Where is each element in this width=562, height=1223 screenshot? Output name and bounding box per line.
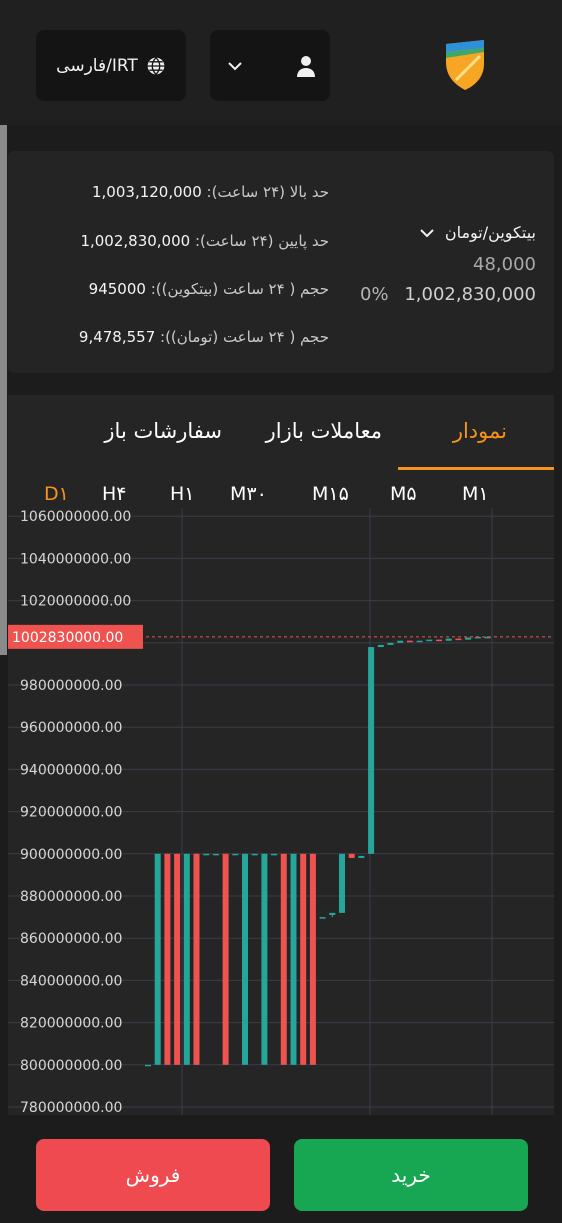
y-tick-label: 860000000.00 [20,931,122,947]
candle-body [300,853,307,1065]
candle-body [436,639,442,642]
shield-logo[interactable] [440,36,490,92]
y-tick-label: 800000000.00 [20,1058,122,1074]
chevron-down-icon [228,62,242,71]
y-tick-label: 1040000000.00 [20,551,131,567]
candle-body [174,853,181,1065]
candle-body [377,644,384,648]
footer: فروش خرید [0,1115,562,1223]
candle-body [290,853,297,1065]
candle-body [397,640,404,643]
candle-body [358,855,365,859]
timeframe-m30[interactable]: M۳۰ [230,483,267,505]
pair-label: بیتکوین/تومان [444,223,536,242]
timeframe-d1[interactable]: D۱ [44,483,69,505]
candle-body [309,853,316,1065]
ticker-card: حد بالا (۲۴ ساعت): 1,003,120,000 حد پایی… [8,151,554,373]
volume-btc-24h: حجم ( ۲۴ ساعت (بیتکوین)): 945000 [88,280,329,298]
language-label: فارسی/IRT [56,55,138,76]
buy-button[interactable]: خرید [294,1139,528,1211]
candle-body [154,853,161,1065]
y-tick-label: 940000000.00 [20,762,122,778]
candle-body [242,853,248,1065]
candle-body [193,853,200,1065]
market-panel: نمودار معاملات بازار سفارشات باز M۱ M۵ M… [8,395,554,1115]
active-tab-indicator [398,467,554,470]
y-tick-label: 920000000.00 [20,805,122,821]
language-currency-button[interactable]: فارسی/IRT [36,30,186,101]
candle-body [465,637,472,640]
candle-body [339,853,345,913]
candle-body [183,853,190,1065]
y-tick-label: 1060000000.00 [20,509,131,525]
candle-body [271,853,278,856]
scroll-indicator [0,125,7,655]
last-price-label: 1002830000.00 [12,630,123,646]
candle-body [203,853,210,856]
timeframe-m15[interactable]: M۱۵ [312,483,349,505]
user-icon [297,56,315,77]
candle-body [251,853,258,856]
pair-volume: 48,000 [473,254,536,275]
candle-body [280,853,287,1065]
high-24h: حد بالا (۲۴ ساعت): 1,003,120,000 [92,183,329,201]
last-price: 1,002,830,000 [404,284,536,305]
volume-toman-24h: حجم ( ۲۴ ساعت (تومان)): 9,478,557 [78,328,329,346]
candle-body [445,638,452,641]
timeframe-m5[interactable]: M۵ [390,483,417,505]
candle-body [261,853,268,1065]
candle-body [329,912,336,915]
user-menu-button[interactable] [210,30,330,101]
candle-body [232,853,239,856]
price-chart[interactable]: 1060000000.00 1040000000.00 1020000000.00 1… [8,508,554,1115]
candle-body [426,639,433,642]
candle-body [387,642,394,645]
candle-body [455,638,462,641]
y-tick-label: 900000000.00 [20,847,122,863]
sell-button[interactable]: فروش [36,1139,270,1211]
candle-body [212,853,219,856]
tab-open-orders[interactable]: سفارشات باز [104,419,222,443]
candle-body [368,647,375,854]
globe-icon [147,56,165,75]
tab-bar: نمودار معاملات بازار سفارشات باز [8,395,554,471]
y-tick-label: 780000000.00 [20,1100,122,1115]
timeframe-h1[interactable]: H۱ [170,483,195,505]
tab-market-trades[interactable]: معاملات بازار [265,419,382,443]
candle-body [406,640,413,643]
timeframe-m1[interactable]: M۱ [462,483,489,505]
y-tick-label: 1020000000.00 [20,594,131,610]
change-percent: 0% [360,284,389,305]
chevron-down-icon [420,228,434,237]
candle-body [416,640,423,643]
candle-body [145,1064,151,1067]
tab-chart[interactable]: نمودار [452,419,507,443]
y-tick-label: 960000000.00 [20,720,122,736]
candle-body [474,636,481,639]
y-tick-label: 880000000.00 [20,889,122,905]
candle-body [222,853,229,1065]
last-price-tag [8,624,143,649]
pair-selector[interactable]: بیتکوین/تومان [419,223,536,242]
low-24h: حد پایین (۲۴ ساعت): 1,002,830,000 [80,232,329,250]
y-tick-label: 840000000.00 [20,973,122,989]
header: فارسی/IRT [0,0,562,125]
y-tick-label: 980000000.00 [20,678,122,694]
candle-body [164,853,171,1065]
candle-body [319,917,326,919]
candle-body [348,853,355,859]
timeframe-h4[interactable]: H۴ [102,483,127,505]
y-tick-label: 820000000.00 [20,1016,122,1032]
candle-body [484,636,491,639]
